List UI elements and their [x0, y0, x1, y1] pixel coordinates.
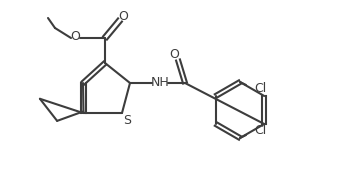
Text: Cl: Cl	[254, 124, 266, 138]
Text: S: S	[123, 113, 131, 127]
Text: O: O	[169, 48, 179, 61]
Text: O: O	[118, 10, 128, 22]
Text: O: O	[70, 30, 80, 44]
Text: NH: NH	[150, 76, 169, 90]
Text: Cl: Cl	[254, 82, 266, 96]
